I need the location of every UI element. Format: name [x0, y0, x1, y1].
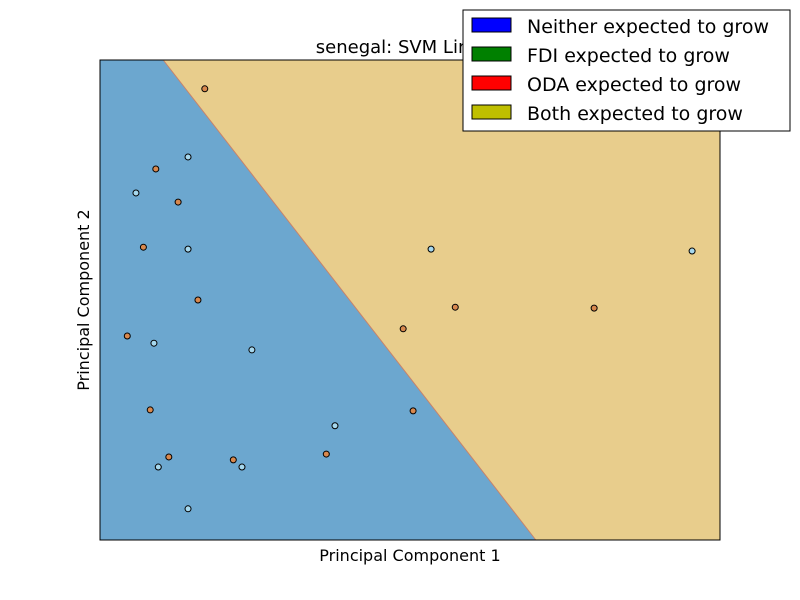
data-point-23	[399, 325, 407, 333]
legend: Neither expected to grow FDI expected to…	[462, 9, 791, 132]
legend-swatch-neither	[471, 17, 512, 33]
legend-swatch-fdi	[471, 46, 512, 62]
legend-label-both: Both expected to grow	[527, 103, 743, 125]
legend-label-oda: ODA expected to grow	[527, 74, 741, 96]
data-point-11	[146, 406, 154, 414]
region-both-expected-to-grow	[163, 60, 721, 540]
data-point-10	[248, 346, 256, 354]
y-axis-label: Principal Component 2	[74, 209, 93, 390]
data-point-21	[451, 303, 459, 311]
data-point-19	[427, 245, 435, 253]
data-point-24	[409, 407, 417, 415]
data-point-8	[123, 332, 131, 340]
points-layer	[123, 85, 696, 513]
data-point-1	[184, 153, 192, 161]
data-point-14	[229, 456, 237, 464]
data-point-15	[238, 463, 246, 471]
legend-box	[462, 9, 791, 132]
region-neither-expected-to-grow	[100, 60, 536, 540]
data-point-7	[194, 296, 202, 304]
data-point-17	[331, 422, 339, 430]
plot-area	[99, 59, 721, 541]
data-point-22	[590, 304, 598, 312]
data-point-12	[165, 453, 173, 461]
decision-boundary	[162, 59, 537, 541]
data-point-5	[139, 243, 147, 251]
data-point-0	[201, 85, 209, 93]
data-point-20	[688, 247, 696, 255]
data-point-18	[322, 450, 330, 458]
chart-title: senegal: SVM Linear-	[316, 37, 504, 58]
data-point-13	[154, 463, 162, 471]
data-point-3	[132, 189, 140, 197]
legend-label-neither: Neither expected to grow	[527, 16, 769, 38]
plot-frame	[99, 59, 721, 541]
data-point-16	[184, 505, 192, 513]
x-axis-label: Principal Component 1	[319, 546, 500, 565]
data-point-6	[184, 245, 192, 253]
legend-label-fdi: FDI expected to grow	[527, 45, 730, 67]
legend-swatch-both	[471, 104, 512, 120]
data-point-4	[174, 198, 182, 206]
legend-swatch-oda	[471, 75, 512, 91]
data-point-9	[150, 339, 158, 347]
data-point-2	[152, 165, 160, 173]
